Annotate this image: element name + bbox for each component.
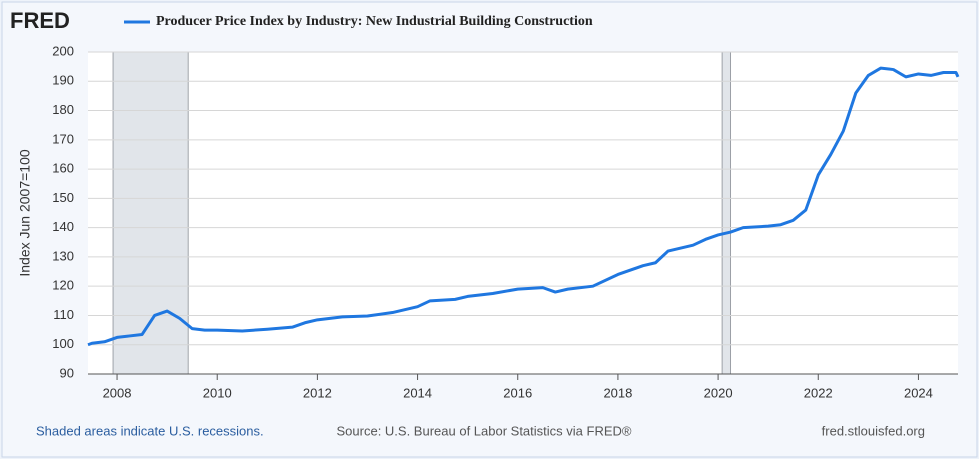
x-tick-label: 2020 (704, 385, 733, 400)
footer-right: fred.stlouisfed.org (822, 423, 925, 438)
y-tick-label: 170 (52, 131, 74, 146)
y-tick-label: 200 (52, 43, 74, 58)
y-tick-label: 140 (52, 219, 74, 234)
y-tick-label: 100 (52, 336, 74, 351)
y-tick-label: 90 (60, 365, 74, 380)
y-tick-label: 190 (52, 73, 74, 88)
y-tick-label: 160 (52, 161, 74, 176)
y-tick-label: 150 (52, 190, 74, 205)
logo: FRED (10, 8, 70, 33)
y-tick-label: 110 (53, 307, 74, 322)
x-tick-label: 2010 (203, 385, 232, 400)
y-axis-label: Index Jun 2007=100 (17, 149, 33, 276)
recession-band (721, 51, 732, 375)
x-tick-label: 2016 (503, 385, 532, 400)
x-tick-label: 2008 (103, 385, 132, 400)
y-tick-label: 120 (52, 278, 74, 293)
x-tick-label: 2012 (303, 385, 332, 400)
y-tick-label: 130 (52, 248, 74, 263)
footer-center: Source: U.S. Bureau of Labor Statistics … (337, 423, 632, 438)
x-tick-label: 2024 (904, 385, 933, 400)
line-series (87, 66, 960, 347)
recession-band (112, 51, 189, 375)
plot-area (88, 52, 958, 374)
x-tick-label: 2014 (403, 385, 432, 400)
y-tick-label: 180 (52, 102, 74, 117)
x-tick-label: 2018 (603, 385, 632, 400)
x-tick-label: 2022 (804, 385, 833, 400)
legend-label: Producer Price Index by Industry: New In… (156, 14, 593, 29)
footer-left: Shaded areas indicate U.S. recessions. (36, 423, 264, 438)
